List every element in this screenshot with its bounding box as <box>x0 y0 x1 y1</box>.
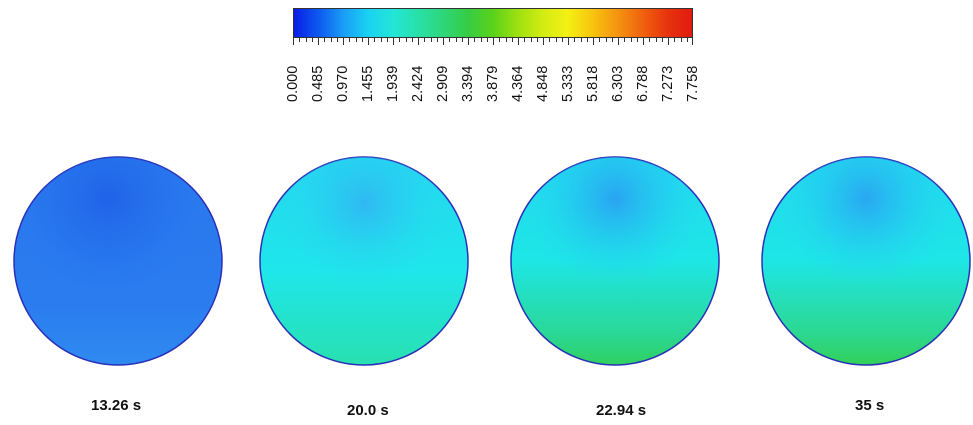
tick-mark <box>374 38 376 42</box>
tick-mark <box>418 38 419 45</box>
tick-mark <box>668 38 669 45</box>
tick-label: 5.818 <box>585 65 601 102</box>
tick-mark <box>430 38 432 42</box>
tick-mark <box>674 38 676 42</box>
tick-mark <box>393 38 394 45</box>
tick-mark <box>511 38 513 42</box>
tick-mark <box>380 38 382 42</box>
tick-mark <box>386 38 388 42</box>
tick-mark <box>293 38 294 45</box>
tick-label: 2.909 <box>435 65 451 102</box>
tick-mark <box>655 38 657 42</box>
tick-mark <box>299 38 301 42</box>
tick-mark <box>361 38 363 42</box>
tick-mark <box>649 38 651 42</box>
tick-label: 0.000 <box>285 65 301 102</box>
tick-mark <box>643 38 644 45</box>
tick-label: 2.424 <box>410 65 426 102</box>
tick-mark <box>611 38 613 42</box>
tick-mark <box>324 38 326 42</box>
tick-mark <box>624 38 626 42</box>
tick-mark <box>568 38 569 45</box>
tick-label: 6.303 <box>610 65 626 102</box>
colorbar-ticks: 0.000 0.485 0.970 1.455 1.939 2.424 2.909 3.394… <box>285 38 701 113</box>
tick-mark <box>549 38 551 42</box>
tick-mark <box>449 38 451 42</box>
tick-mark <box>455 38 457 42</box>
tick-label: 5.333 <box>560 65 576 102</box>
tick-mark <box>486 38 488 42</box>
tick-mark <box>468 38 469 45</box>
tick-label: 3.394 <box>460 65 476 102</box>
tick-mark <box>586 38 588 42</box>
tick-mark <box>318 38 319 45</box>
tick-label: 3.879 <box>485 65 501 102</box>
tick-label: 6.788 <box>635 65 651 102</box>
tick-mark <box>661 38 663 42</box>
tick-mark <box>555 38 557 42</box>
tick-label: 7.273 <box>660 65 676 102</box>
tick-label: 1.939 <box>385 65 401 102</box>
tick-mark <box>424 38 426 42</box>
tick-mark <box>530 38 532 42</box>
contour-disk-1 <box>13 156 223 366</box>
time-label-4: 35 s <box>855 397 885 414</box>
tick-mark <box>368 38 369 45</box>
tick-mark <box>543 38 544 45</box>
tick-mark <box>524 38 526 42</box>
tick-mark <box>499 38 501 42</box>
tick-mark <box>630 38 632 42</box>
tick-label: 0.970 <box>335 65 351 102</box>
contour-disk-3 <box>510 156 720 366</box>
tick-mark <box>680 38 682 42</box>
tick-label: 7.758 <box>685 65 701 102</box>
tick-mark <box>618 38 619 45</box>
tick-mark <box>399 38 401 42</box>
tick-mark <box>461 38 463 42</box>
tick-mark <box>311 38 313 42</box>
tick-mark <box>692 38 693 45</box>
time-label-3: 22.94 s <box>596 402 647 419</box>
tick-mark <box>305 38 307 42</box>
tick-mark <box>411 38 413 42</box>
tick-mark <box>536 38 538 42</box>
time-label-1: 13.26 s <box>91 397 142 414</box>
tick-mark <box>686 38 688 42</box>
tick-label: 4.848 <box>535 65 551 102</box>
time-label-2: 20.0 s <box>347 402 389 419</box>
tick-mark <box>518 38 519 45</box>
tick-mark <box>349 38 351 42</box>
tick-mark <box>474 38 476 42</box>
tick-label: 0.485 <box>310 65 326 102</box>
tick-mark <box>405 38 407 42</box>
tick-mark <box>355 38 357 42</box>
tick-label: 1.455 <box>360 65 376 102</box>
tick-mark <box>593 38 594 45</box>
tick-mark <box>436 38 438 42</box>
tick-mark <box>605 38 607 42</box>
tick-mark <box>561 38 563 42</box>
colorbar <box>293 8 693 38</box>
tick-mark <box>480 38 482 42</box>
tick-mark <box>574 38 576 42</box>
tick-mark <box>505 38 507 42</box>
tick-mark <box>599 38 601 42</box>
tick-label: 4.364 <box>510 65 526 102</box>
tick-mark <box>443 38 444 45</box>
contour-disk-4 <box>761 156 971 366</box>
contour-disk-2 <box>259 156 469 366</box>
tick-mark <box>336 38 338 42</box>
tick-mark <box>330 38 332 42</box>
tick-mark <box>636 38 638 42</box>
tick-mark <box>580 38 582 42</box>
tick-mark <box>493 38 494 45</box>
tick-mark <box>343 38 344 45</box>
